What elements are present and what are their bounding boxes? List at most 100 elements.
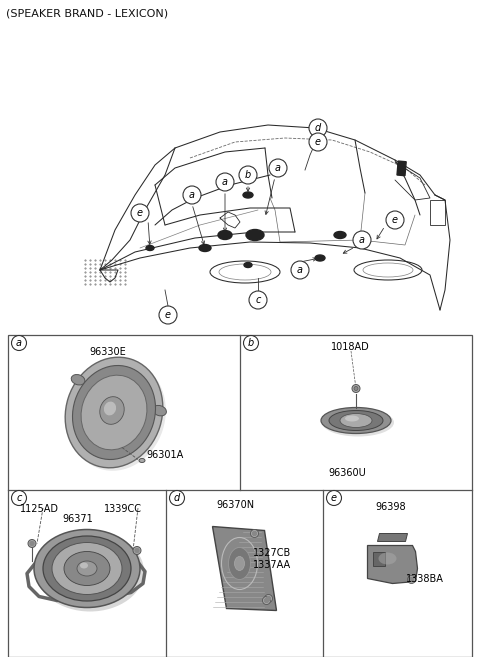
Circle shape — [263, 597, 271, 604]
Bar — [430, 200, 445, 225]
Ellipse shape — [228, 547, 251, 579]
Circle shape — [30, 541, 34, 545]
Bar — [397, 161, 406, 175]
Circle shape — [269, 159, 287, 177]
Text: a: a — [297, 265, 303, 275]
Text: b: b — [245, 170, 251, 180]
Circle shape — [264, 599, 268, 602]
Ellipse shape — [36, 532, 144, 612]
Ellipse shape — [104, 401, 116, 415]
Circle shape — [243, 336, 259, 350]
Circle shape — [291, 261, 309, 279]
Ellipse shape — [218, 231, 232, 240]
Ellipse shape — [315, 255, 325, 261]
Text: 1327CB: 1327CB — [252, 549, 291, 558]
Ellipse shape — [322, 409, 394, 436]
Bar — [8, 335, 472, 657]
Ellipse shape — [68, 360, 166, 471]
Text: a: a — [189, 190, 195, 200]
Text: a: a — [222, 177, 228, 187]
Text: a: a — [275, 163, 281, 173]
Polygon shape — [213, 526, 276, 610]
Ellipse shape — [81, 375, 147, 450]
Text: 96398: 96398 — [375, 502, 406, 512]
Text: 1338BA: 1338BA — [406, 574, 444, 583]
Text: a: a — [359, 235, 365, 245]
Ellipse shape — [244, 263, 252, 267]
Circle shape — [28, 539, 36, 547]
Ellipse shape — [77, 561, 97, 576]
Circle shape — [183, 186, 201, 204]
Ellipse shape — [100, 397, 124, 424]
Text: (SPEAKER BRAND - LEXICON): (SPEAKER BRAND - LEXICON) — [6, 9, 168, 19]
Circle shape — [12, 336, 26, 350]
Text: b: b — [248, 338, 254, 348]
Ellipse shape — [199, 244, 211, 252]
Text: a: a — [16, 338, 22, 348]
Ellipse shape — [64, 551, 110, 585]
Ellipse shape — [243, 192, 253, 198]
Text: 1339CC: 1339CC — [104, 504, 142, 514]
Ellipse shape — [235, 556, 244, 570]
Text: 96371: 96371 — [62, 514, 93, 524]
Ellipse shape — [334, 231, 346, 238]
Text: e: e — [165, 310, 171, 320]
Text: e: e — [392, 215, 398, 225]
Circle shape — [354, 386, 358, 390]
Circle shape — [266, 597, 271, 600]
Text: 1018AD: 1018AD — [331, 342, 370, 352]
Circle shape — [252, 532, 256, 535]
Ellipse shape — [146, 246, 154, 250]
Bar — [372, 551, 384, 566]
Circle shape — [309, 133, 327, 151]
Text: e: e — [137, 208, 143, 218]
Circle shape — [352, 384, 360, 392]
Circle shape — [169, 491, 184, 505]
Circle shape — [239, 166, 257, 184]
Ellipse shape — [43, 536, 131, 601]
Ellipse shape — [80, 562, 88, 568]
Text: 96330E: 96330E — [89, 347, 126, 357]
Circle shape — [216, 173, 234, 191]
Ellipse shape — [65, 357, 163, 468]
Text: c: c — [255, 295, 261, 305]
Circle shape — [135, 549, 139, 553]
Ellipse shape — [72, 365, 156, 459]
Text: e: e — [315, 137, 321, 147]
Text: 96301A: 96301A — [146, 451, 183, 461]
Text: d: d — [174, 493, 180, 503]
Text: c: c — [16, 493, 22, 503]
Circle shape — [249, 291, 267, 309]
Text: 1337AA: 1337AA — [252, 560, 290, 570]
Polygon shape — [377, 533, 408, 541]
Ellipse shape — [345, 415, 359, 422]
Text: 1125AD: 1125AD — [20, 504, 59, 514]
Ellipse shape — [329, 411, 383, 430]
Circle shape — [309, 119, 327, 137]
Circle shape — [353, 231, 371, 249]
Circle shape — [131, 204, 149, 222]
Circle shape — [159, 306, 177, 324]
Circle shape — [386, 211, 404, 229]
Ellipse shape — [139, 459, 145, 463]
Ellipse shape — [321, 407, 391, 434]
Circle shape — [251, 530, 259, 537]
Circle shape — [326, 491, 341, 505]
Ellipse shape — [379, 553, 396, 564]
Circle shape — [12, 491, 26, 505]
Text: 96370N: 96370N — [216, 500, 254, 510]
Circle shape — [409, 578, 413, 581]
Text: d: d — [315, 123, 321, 133]
Ellipse shape — [34, 530, 140, 608]
Ellipse shape — [246, 229, 264, 240]
Ellipse shape — [52, 543, 122, 595]
Circle shape — [264, 595, 273, 602]
Ellipse shape — [340, 413, 372, 428]
Circle shape — [408, 576, 416, 583]
Ellipse shape — [71, 374, 85, 385]
Text: 96360U: 96360U — [328, 468, 366, 478]
Polygon shape — [368, 545, 418, 583]
Ellipse shape — [153, 405, 167, 416]
Circle shape — [133, 547, 141, 555]
Text: e: e — [331, 493, 337, 503]
